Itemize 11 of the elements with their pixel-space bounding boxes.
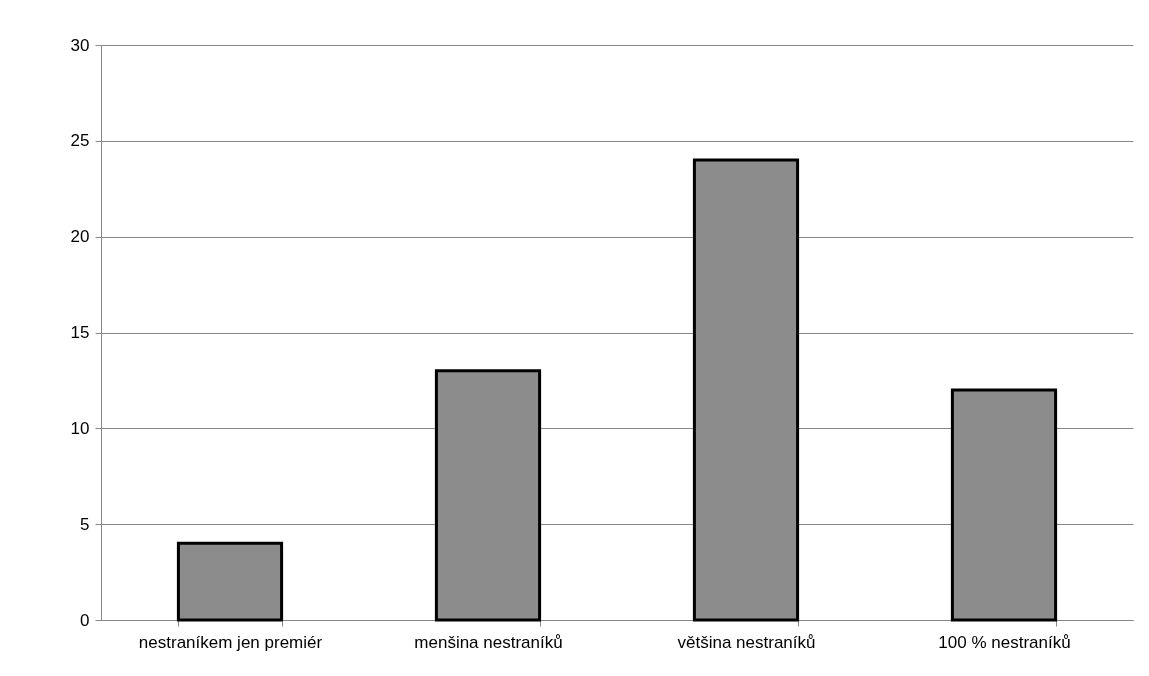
x-tick-label: 100 % nestraníků — [938, 632, 1071, 652]
x-tick-label: menšina nestraníků — [414, 632, 563, 652]
y-tick-label: 5 — [80, 514, 90, 534]
y-tick-label: 10 — [70, 418, 90, 438]
y-tick-label: 30 — [70, 35, 90, 55]
x-tick-label: většina nestraníků — [677, 632, 816, 652]
y-tick-label: 0 — [80, 610, 90, 630]
x-tick-label: nestraníkem jen premiér — [138, 632, 323, 652]
y-tick-label: 15 — [70, 323, 90, 342]
y-tick-label: 20 — [70, 227, 90, 247]
y-tick-label: 25 — [70, 131, 90, 151]
